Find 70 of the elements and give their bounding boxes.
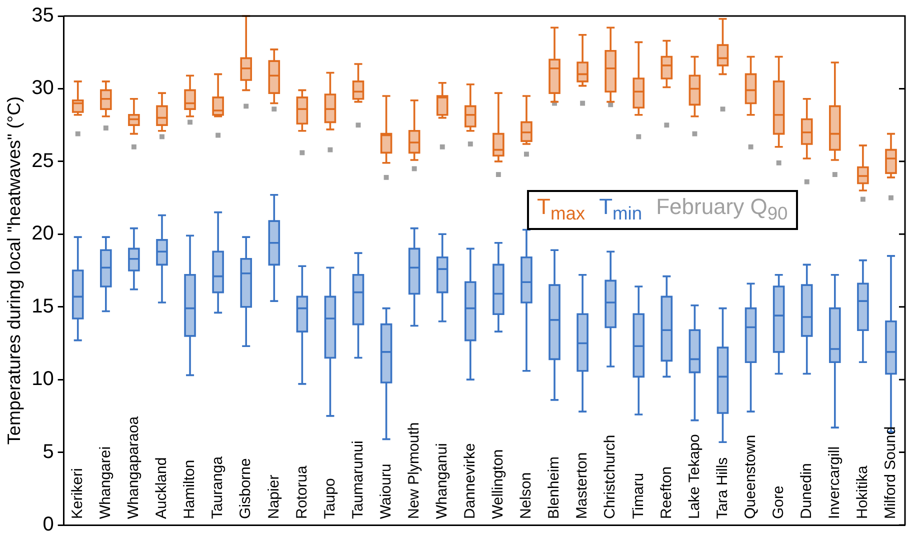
point: [440, 144, 445, 150]
point: [103, 126, 108, 130]
x-tick-label: Napier: [265, 474, 282, 519]
point: [468, 142, 473, 146]
y-tick-label: 35: [32, 4, 54, 27]
point: [636, 134, 642, 140]
x-tick-label: Whangaparaoa: [125, 416, 142, 519]
x-tick-label: Dannevirke: [462, 443, 479, 519]
x-tick-label: Hokitika: [854, 464, 872, 519]
point: [580, 100, 586, 106]
point: [496, 172, 501, 177]
x-tick-label: Invercargill: [826, 446, 844, 519]
point: [272, 106, 277, 112]
x-tick-label: New Plymouth: [405, 422, 422, 519]
x-tick-label: Milford Sound: [882, 426, 900, 519]
point: [832, 172, 838, 177]
x-tick-label: Lake Tekapo: [686, 434, 703, 519]
y-tick-label: 20: [32, 222, 54, 245]
y-tick-label: 0: [42, 514, 54, 536]
point: [692, 131, 698, 136]
point: [384, 174, 389, 180]
x-tick-label: Nelson: [518, 472, 535, 519]
y-tick-label: 30: [32, 77, 54, 100]
x-tick-label: Whanganui: [434, 443, 451, 519]
point: [412, 166, 417, 172]
point: [328, 147, 333, 152]
x-tick-label: Waiouru: [377, 464, 394, 519]
x-tick-label: Gore: [770, 486, 787, 519]
x-tick-label: Taumarunui: [349, 440, 366, 519]
x-tick-label: Tara Hills: [714, 457, 731, 519]
y-tick-label: 10: [32, 368, 54, 390]
x-tick-label: Dunedin: [798, 463, 816, 519]
point: [748, 144, 754, 150]
x-tick-label: Taupo: [321, 478, 338, 519]
point: [524, 152, 529, 157]
x-tick-label: Hamilton: [181, 460, 198, 519]
point: [356, 122, 361, 128]
x-tick-label: Gisborne: [237, 458, 254, 519]
x-tick-label: Kerikeri: [69, 468, 86, 519]
y-tick-label: 5: [42, 440, 54, 463]
series-label: February Q$_{90}$: [656, 194, 788, 226]
point: [188, 120, 192, 125]
point: [244, 104, 249, 109]
x-tick-label: Christchurch: [602, 434, 619, 519]
point: [888, 195, 894, 200]
point: [860, 196, 866, 202]
point: [776, 160, 782, 166]
point: [75, 131, 80, 136]
point: [720, 106, 726, 112]
x-tick-label: Masterton: [574, 452, 591, 519]
x-tick-label: Queenstown: [742, 434, 759, 519]
x-tick-label: Whangarei: [97, 446, 114, 519]
y-tick-label: 15: [32, 295, 54, 318]
text: T$_{min}$: [599, 194, 642, 226]
x-tick-label: Blenheim: [546, 456, 563, 519]
x-tick-label: Wellington: [490, 449, 507, 519]
x-tick-label: Tauranga: [209, 456, 226, 519]
point: [300, 150, 305, 156]
y-axis-title: Temperatures during local "heatwaves" (°C): [4, 96, 24, 445]
x-tick-label: Rotorua: [293, 464, 310, 519]
point: [131, 144, 136, 150]
point: [804, 179, 810, 184]
text: T$_{max}$: [537, 194, 586, 226]
x-tick-label: Reefton: [658, 466, 675, 519]
x-tick-label: Timaru: [630, 472, 647, 519]
y-tick-label: 25: [32, 150, 54, 172]
point: [160, 134, 164, 140]
point: [664, 122, 670, 128]
point: [216, 132, 221, 138]
x-tick-label: Auckland: [153, 457, 170, 519]
